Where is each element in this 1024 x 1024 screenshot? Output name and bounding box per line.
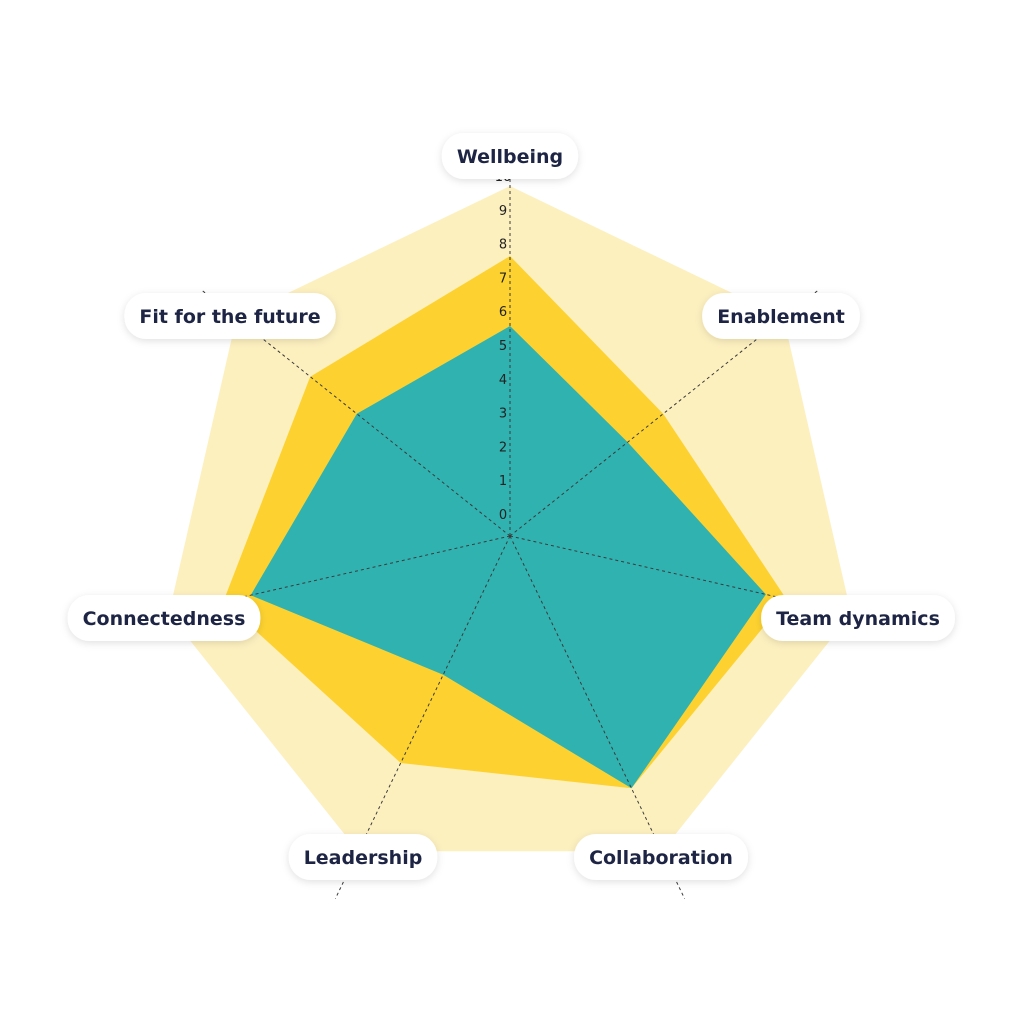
tick-label-8: 8 xyxy=(499,238,507,253)
axis-label-text: Leadership xyxy=(304,847,423,869)
axis-label-team-dynamics: Team dynamics xyxy=(761,595,955,641)
spoke-team-dynamics xyxy=(509,535,852,615)
axis-label-enablement: Enablement xyxy=(702,293,860,339)
spoke-connectedness xyxy=(168,535,511,615)
axis-label-collaboration: Collaboration xyxy=(574,834,748,880)
spoke-layer xyxy=(168,158,852,899)
axis-labels: Wellbeing Enablement Team dynamics Collabor… xyxy=(67,133,955,880)
tick-label-6: 6 xyxy=(499,305,507,320)
tick-label-3: 3 xyxy=(499,407,507,422)
spoke-leadership xyxy=(334,535,511,899)
tick-label-4: 4 xyxy=(499,373,507,388)
spoke-collaboration xyxy=(509,535,686,899)
series-layer xyxy=(168,186,852,852)
axis-label-text: Wellbeing xyxy=(457,146,563,168)
tick-label-7: 7 xyxy=(499,271,507,286)
axis-label-text: Enablement xyxy=(717,306,845,328)
axis-label-connectedness: Connectedness xyxy=(67,595,261,641)
tick-label-2: 2 xyxy=(499,440,507,455)
tick-label-9: 9 xyxy=(499,204,507,219)
axis-label-fit-for-the-future: Fit for the future xyxy=(124,293,336,339)
tick-label-0: 0 xyxy=(499,508,507,523)
axis-label-leadership: Leadership xyxy=(288,834,438,880)
series-polygon-2 xyxy=(250,326,766,789)
axis-label-text: Collaboration xyxy=(589,847,733,869)
axis-label-wellbeing: Wellbeing xyxy=(441,133,579,179)
axis-label-text: Fit for the future xyxy=(139,306,320,328)
axis-label-text: Team dynamics xyxy=(776,608,940,630)
axis-label-text: Connectedness xyxy=(83,608,246,630)
tick-label-1: 1 xyxy=(499,474,507,489)
tick-label-5: 5 xyxy=(499,339,507,354)
